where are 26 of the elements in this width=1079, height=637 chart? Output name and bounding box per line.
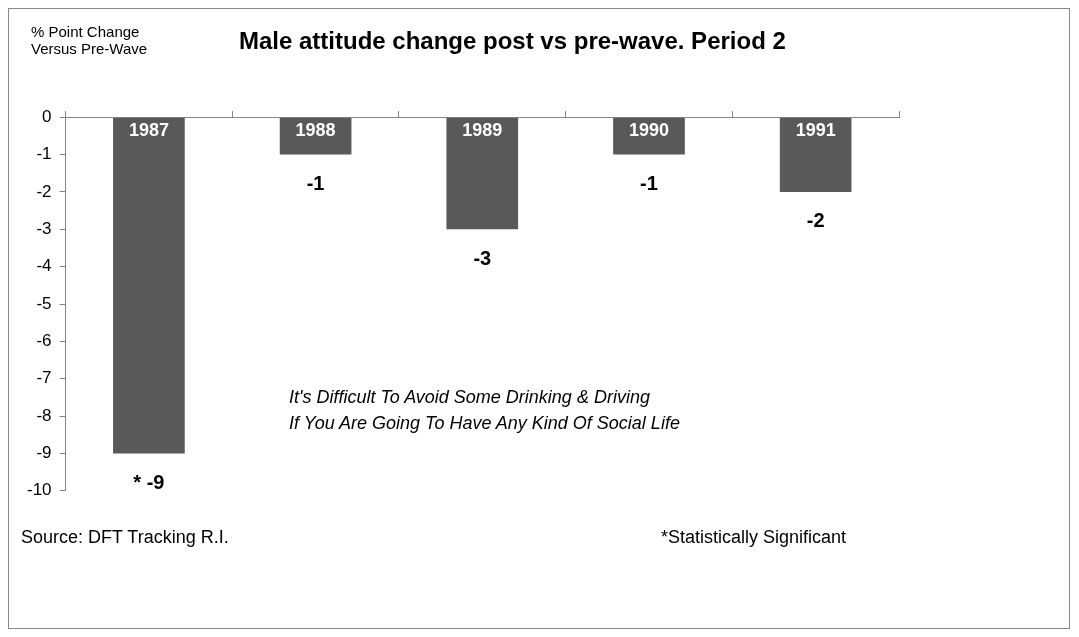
y-tick-label: -3 xyxy=(36,218,52,238)
data-label: -2 xyxy=(806,209,825,232)
x-tick-label: 1991 xyxy=(795,120,836,141)
y-tick-label: -4 xyxy=(36,256,52,276)
y-tick-label: -6 xyxy=(36,331,52,351)
y-tick-label: -2 xyxy=(36,181,52,201)
y-tick-label: -10 xyxy=(26,480,52,500)
y-tick-label: -7 xyxy=(36,368,52,388)
y-tick-label: -5 xyxy=(36,293,52,313)
source-note: Source: DFT Tracking R.I. xyxy=(21,527,229,548)
y-tick-label: -9 xyxy=(36,443,52,463)
data-label: -1 xyxy=(306,172,325,195)
x-tick-label: 1990 xyxy=(628,120,669,141)
chart-title: Male attitude change post vs pre-wave. Period 2 xyxy=(239,27,786,55)
data-label: -1 xyxy=(640,172,658,195)
data-label: * -9 xyxy=(133,470,165,493)
data-label: -3 xyxy=(473,246,492,269)
y-tick-label: -8 xyxy=(36,405,52,425)
y-tick-label: 0 xyxy=(42,106,52,126)
text: *Statistically Significant xyxy=(661,527,847,548)
x-tick-label: 1987 xyxy=(128,120,169,141)
y-tick-label: -1 xyxy=(36,144,52,164)
x-tick-label: 1989 xyxy=(462,120,503,141)
annotation: It's Difficult To Avoid Some Drinking & Driving If You Are Going To Have Any Kind Of Social Life xyxy=(289,386,680,435)
x-tick-label: 1988 xyxy=(295,120,336,141)
y-axis-title: % Point Change Versus Pre-Wave xyxy=(31,23,149,57)
